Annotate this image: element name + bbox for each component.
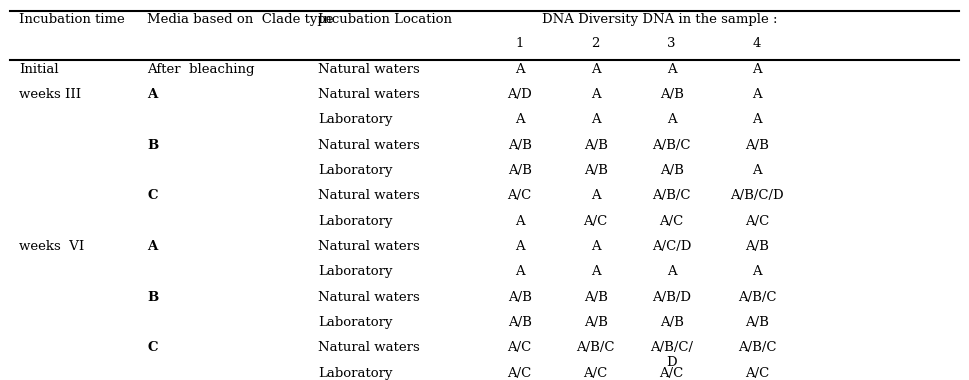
Text: A/B/C/
D: A/B/C/ D [650, 341, 693, 369]
Text: Natural waters: Natural waters [318, 240, 421, 253]
Text: A/C: A/C [583, 215, 608, 228]
Text: A/D: A/D [507, 88, 532, 101]
Text: After  bleaching: After bleaching [147, 63, 255, 76]
Text: A/C/D: A/C/D [652, 240, 691, 253]
Text: 2: 2 [591, 37, 600, 50]
Text: A/B: A/B [660, 88, 683, 101]
Text: Laboratory: Laboratory [318, 367, 392, 380]
Text: Incubation time: Incubation time [19, 13, 125, 26]
Text: A: A [667, 113, 676, 126]
Text: A/B/D: A/B/D [652, 291, 691, 304]
Text: B: B [147, 139, 159, 152]
Text: A/C: A/C [745, 367, 769, 380]
Text: A/B: A/B [583, 164, 608, 177]
Text: Natural waters: Natural waters [318, 63, 421, 76]
Text: Laboratory: Laboratory [318, 215, 392, 228]
Text: Natural waters: Natural waters [318, 341, 421, 354]
Text: Laboratory: Laboratory [318, 164, 392, 177]
Text: A: A [515, 63, 524, 76]
Text: A: A [752, 88, 762, 101]
Text: A: A [752, 164, 762, 177]
Text: A/B: A/B [660, 164, 683, 177]
Text: Laboratory: Laboratory [318, 113, 392, 126]
Text: A: A [591, 265, 601, 278]
Text: A/C: A/C [745, 215, 769, 228]
Text: A/B: A/B [745, 139, 769, 152]
Text: A: A [591, 88, 601, 101]
Text: A/C: A/C [583, 367, 608, 380]
Text: A/B/C/D: A/B/C/D [731, 189, 784, 202]
Text: A/B: A/B [583, 316, 608, 329]
Text: Laboratory: Laboratory [318, 265, 392, 278]
Text: A/B/C: A/B/C [652, 189, 691, 202]
Text: A: A [591, 189, 601, 202]
Text: A/B: A/B [508, 139, 532, 152]
Text: weeks III: weeks III [19, 88, 81, 101]
Text: B: B [147, 291, 159, 304]
Text: A: A [591, 63, 601, 76]
Text: A: A [752, 265, 762, 278]
Text: A: A [667, 63, 676, 76]
Text: A/B: A/B [583, 291, 608, 304]
Text: Natural waters: Natural waters [318, 189, 421, 202]
Text: A/B: A/B [508, 316, 532, 329]
Text: A/C: A/C [508, 367, 532, 380]
Text: Laboratory: Laboratory [318, 316, 392, 329]
Text: A/B: A/B [508, 164, 532, 177]
Text: C: C [147, 341, 158, 354]
Text: A: A [752, 113, 762, 126]
Text: Natural waters: Natural waters [318, 291, 421, 304]
Text: A: A [515, 240, 524, 253]
Text: 3: 3 [668, 37, 675, 50]
Text: Incubation Location: Incubation Location [318, 13, 453, 26]
Text: 4: 4 [753, 37, 762, 50]
Text: C: C [147, 189, 158, 202]
Text: A: A [591, 113, 601, 126]
Text: A/B: A/B [660, 316, 683, 329]
Text: A/B: A/B [745, 316, 769, 329]
Text: A: A [667, 265, 676, 278]
Text: A/C: A/C [660, 367, 684, 380]
Text: A/C: A/C [660, 215, 684, 228]
Text: A: A [147, 240, 158, 253]
Text: A: A [591, 240, 601, 253]
Text: A/B/C: A/B/C [737, 291, 776, 304]
Text: Natural waters: Natural waters [318, 88, 421, 101]
Text: A/B/C: A/B/C [577, 341, 615, 354]
Text: A/B: A/B [508, 291, 532, 304]
Text: A/B: A/B [745, 240, 769, 253]
Text: A/B/C: A/B/C [737, 341, 776, 354]
Text: 1: 1 [516, 37, 524, 50]
Text: A: A [147, 88, 158, 101]
Text: A: A [515, 265, 524, 278]
Text: A: A [752, 63, 762, 76]
Text: A/C: A/C [508, 189, 532, 202]
Text: DNA Diversity DNA in the sample :: DNA Diversity DNA in the sample : [543, 13, 778, 26]
Text: Media based on  Clade type: Media based on Clade type [147, 13, 334, 26]
Text: A: A [515, 215, 524, 228]
Text: weeks  VI: weeks VI [19, 240, 84, 253]
Text: Initial: Initial [19, 63, 59, 76]
Text: Natural waters: Natural waters [318, 139, 421, 152]
Text: A: A [515, 113, 524, 126]
Text: A/C: A/C [508, 341, 532, 354]
Text: A/B: A/B [583, 139, 608, 152]
Text: A/B/C: A/B/C [652, 139, 691, 152]
